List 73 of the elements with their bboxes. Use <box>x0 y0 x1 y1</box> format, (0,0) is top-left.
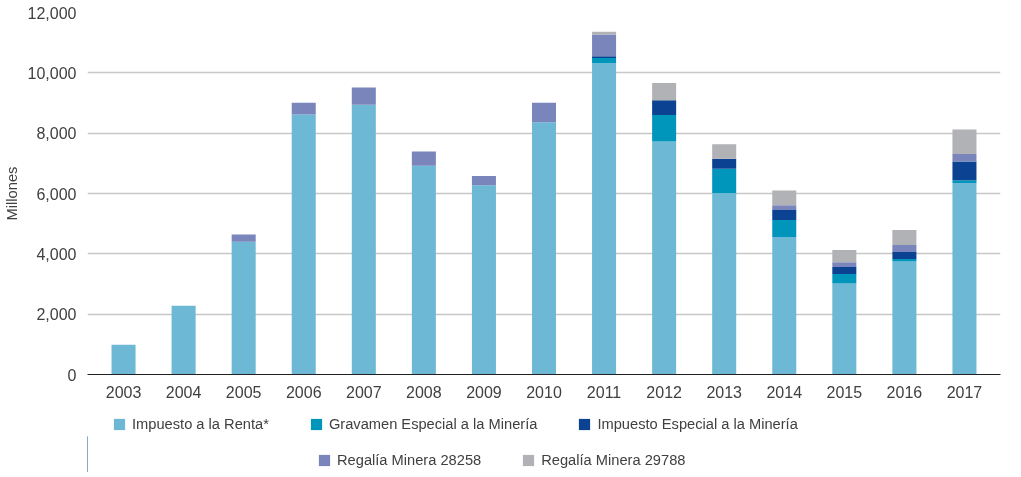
bar <box>592 58 617 64</box>
y-tick-label: 12,000 <box>27 4 77 22</box>
y-tick-label: 6,000 <box>36 185 77 203</box>
x-tick-label: 2003 <box>105 383 142 401</box>
y-tick-label: 4,000 <box>36 245 77 263</box>
bar <box>952 182 977 375</box>
bar <box>712 158 737 169</box>
legend-label: Impuesto Especial a la Minería <box>597 416 798 432</box>
bar <box>291 102 316 115</box>
bar <box>652 100 677 116</box>
bar <box>832 249 857 263</box>
bar <box>531 102 557 123</box>
x-tick-label: 2017 <box>946 383 983 401</box>
bar <box>351 87 376 105</box>
x-tick-label: 2016 <box>886 383 923 401</box>
bar <box>592 34 617 57</box>
bar <box>952 180 977 183</box>
bar <box>652 83 677 101</box>
legend-label: Regalía Minera 28258 <box>337 452 482 468</box>
bar <box>592 31 617 35</box>
bar <box>712 168 737 193</box>
x-tick-label: 2004 <box>165 383 202 401</box>
bar <box>231 241 256 375</box>
bar <box>351 104 376 375</box>
bar <box>892 245 917 253</box>
y-tick-label: 10,000 <box>27 64 77 82</box>
legend-label: Impuesto a la Renta* <box>132 416 269 432</box>
x-tick-label: 2014 <box>766 383 803 401</box>
bar <box>952 129 977 154</box>
x-tick-label: 2006 <box>285 383 322 401</box>
bar <box>772 190 797 206</box>
legend-label: Gravamen Especial a la Minería <box>328 416 538 432</box>
bar <box>471 185 496 375</box>
bar <box>832 267 857 275</box>
x-tick-label: 2005 <box>225 383 262 401</box>
x-tick-label: 2008 <box>406 383 442 401</box>
bar <box>291 114 316 375</box>
x-tick-label: 2010 <box>526 383 562 401</box>
bar <box>531 122 557 375</box>
y-tick-label: 0 <box>67 366 77 384</box>
x-tick-label: 2012 <box>646 383 683 401</box>
bar <box>832 274 857 284</box>
bar <box>712 144 737 159</box>
bar <box>411 165 436 375</box>
y-axis-title: Millones <box>3 166 20 221</box>
bar <box>772 236 797 375</box>
bar <box>231 234 256 242</box>
bar <box>411 151 436 166</box>
legend-label: Regalía Minera 29788 <box>541 452 686 468</box>
y-tick-label: 8,000 <box>36 125 77 143</box>
bar <box>471 176 496 186</box>
bar <box>171 305 196 375</box>
x-tick-label: 2009 <box>466 383 502 401</box>
bar <box>892 252 917 259</box>
bar <box>892 261 917 375</box>
x-tick-label: 2013 <box>706 383 743 401</box>
bar <box>772 205 797 211</box>
bar <box>832 262 857 268</box>
bar <box>652 141 677 375</box>
bar <box>652 115 677 142</box>
x-tick-label: 2011 <box>586 383 622 401</box>
bar <box>892 230 917 246</box>
bar <box>952 161 977 181</box>
bar <box>952 153 977 162</box>
y-tick-label: 2,000 <box>36 306 77 324</box>
bar <box>592 63 617 375</box>
bar <box>712 192 737 375</box>
x-tick-label: 2015 <box>826 383 863 401</box>
bar <box>111 344 136 375</box>
bar <box>772 210 797 221</box>
bar <box>772 220 797 237</box>
x-tick-label: 2007 <box>346 383 382 401</box>
bar <box>832 283 857 375</box>
